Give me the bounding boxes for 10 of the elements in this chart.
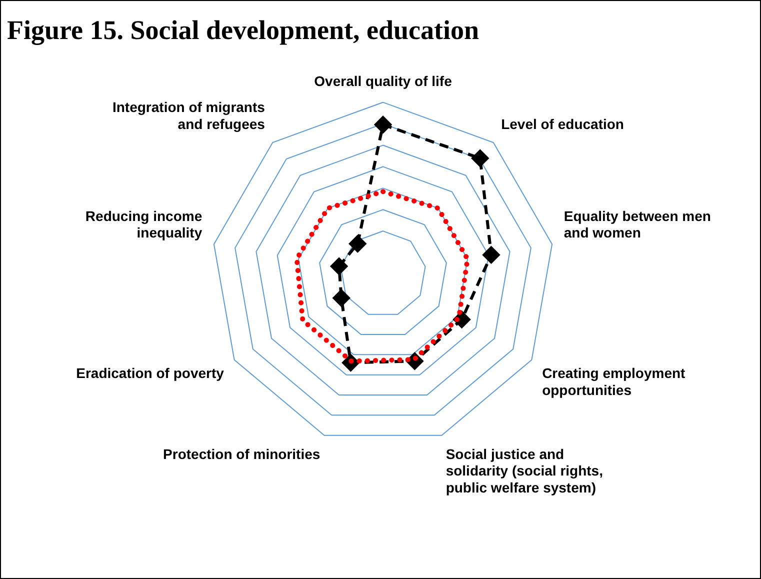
spoke-label: Protection of minorities [163, 446, 320, 462]
spoke-label: Equality between men and women [564, 208, 711, 241]
spoke-label: Integration of migrants and refugees [112, 98, 266, 132]
spoke-label: Overall quality of life [314, 72, 452, 89]
spoke-label: Creating employment opportunities [542, 365, 686, 398]
chart-title: Figure 15. Social development, education [7, 15, 479, 46]
spoke-label: Reducing income inequality [85, 208, 202, 241]
spoke-label: Level of education [501, 116, 624, 132]
spoke-label: Social justice and solidarity (social rights, public welfare system) [446, 446, 603, 496]
spoke-label: Eradication of poverty [76, 365, 224, 382]
